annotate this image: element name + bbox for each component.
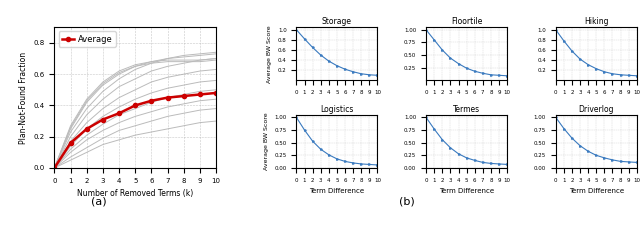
- Y-axis label: Plan-Not-Found Fraction: Plan-Not-Found Fraction: [19, 52, 28, 144]
- Average: [115, 112, 123, 115]
- X-axis label: Number of Removed Terms (k): Number of Removed Terms (k): [77, 189, 193, 198]
- Legend: Average: Average: [59, 31, 116, 47]
- Y-axis label: Average BW Score: Average BW Score: [268, 25, 273, 83]
- Title: Driverlog: Driverlog: [579, 105, 614, 114]
- Title: Termes: Termes: [453, 105, 480, 114]
- Average: [83, 128, 91, 130]
- Average: [212, 91, 220, 94]
- X-axis label: Term Difference: Term Difference: [439, 188, 494, 194]
- X-axis label: Term Difference: Term Difference: [309, 188, 365, 194]
- Title: Hiking: Hiking: [584, 17, 609, 27]
- Average: [51, 167, 58, 169]
- Average: [148, 99, 156, 102]
- Title: Logistics: Logistics: [320, 105, 354, 114]
- Y-axis label: Average BW Score: Average BW Score: [264, 113, 269, 170]
- Text: (b): (b): [399, 196, 414, 206]
- Average: [164, 96, 172, 99]
- Title: Floortile: Floortile: [451, 17, 483, 27]
- Average: [131, 104, 139, 107]
- Title: Storage: Storage: [322, 17, 352, 27]
- Text: (a): (a): [92, 196, 107, 206]
- Average: [180, 95, 188, 97]
- Average: [99, 118, 107, 121]
- Average: [67, 142, 74, 144]
- Line: Average: Average: [52, 91, 218, 170]
- Average: [196, 93, 204, 96]
- X-axis label: Term Difference: Term Difference: [569, 188, 624, 194]
